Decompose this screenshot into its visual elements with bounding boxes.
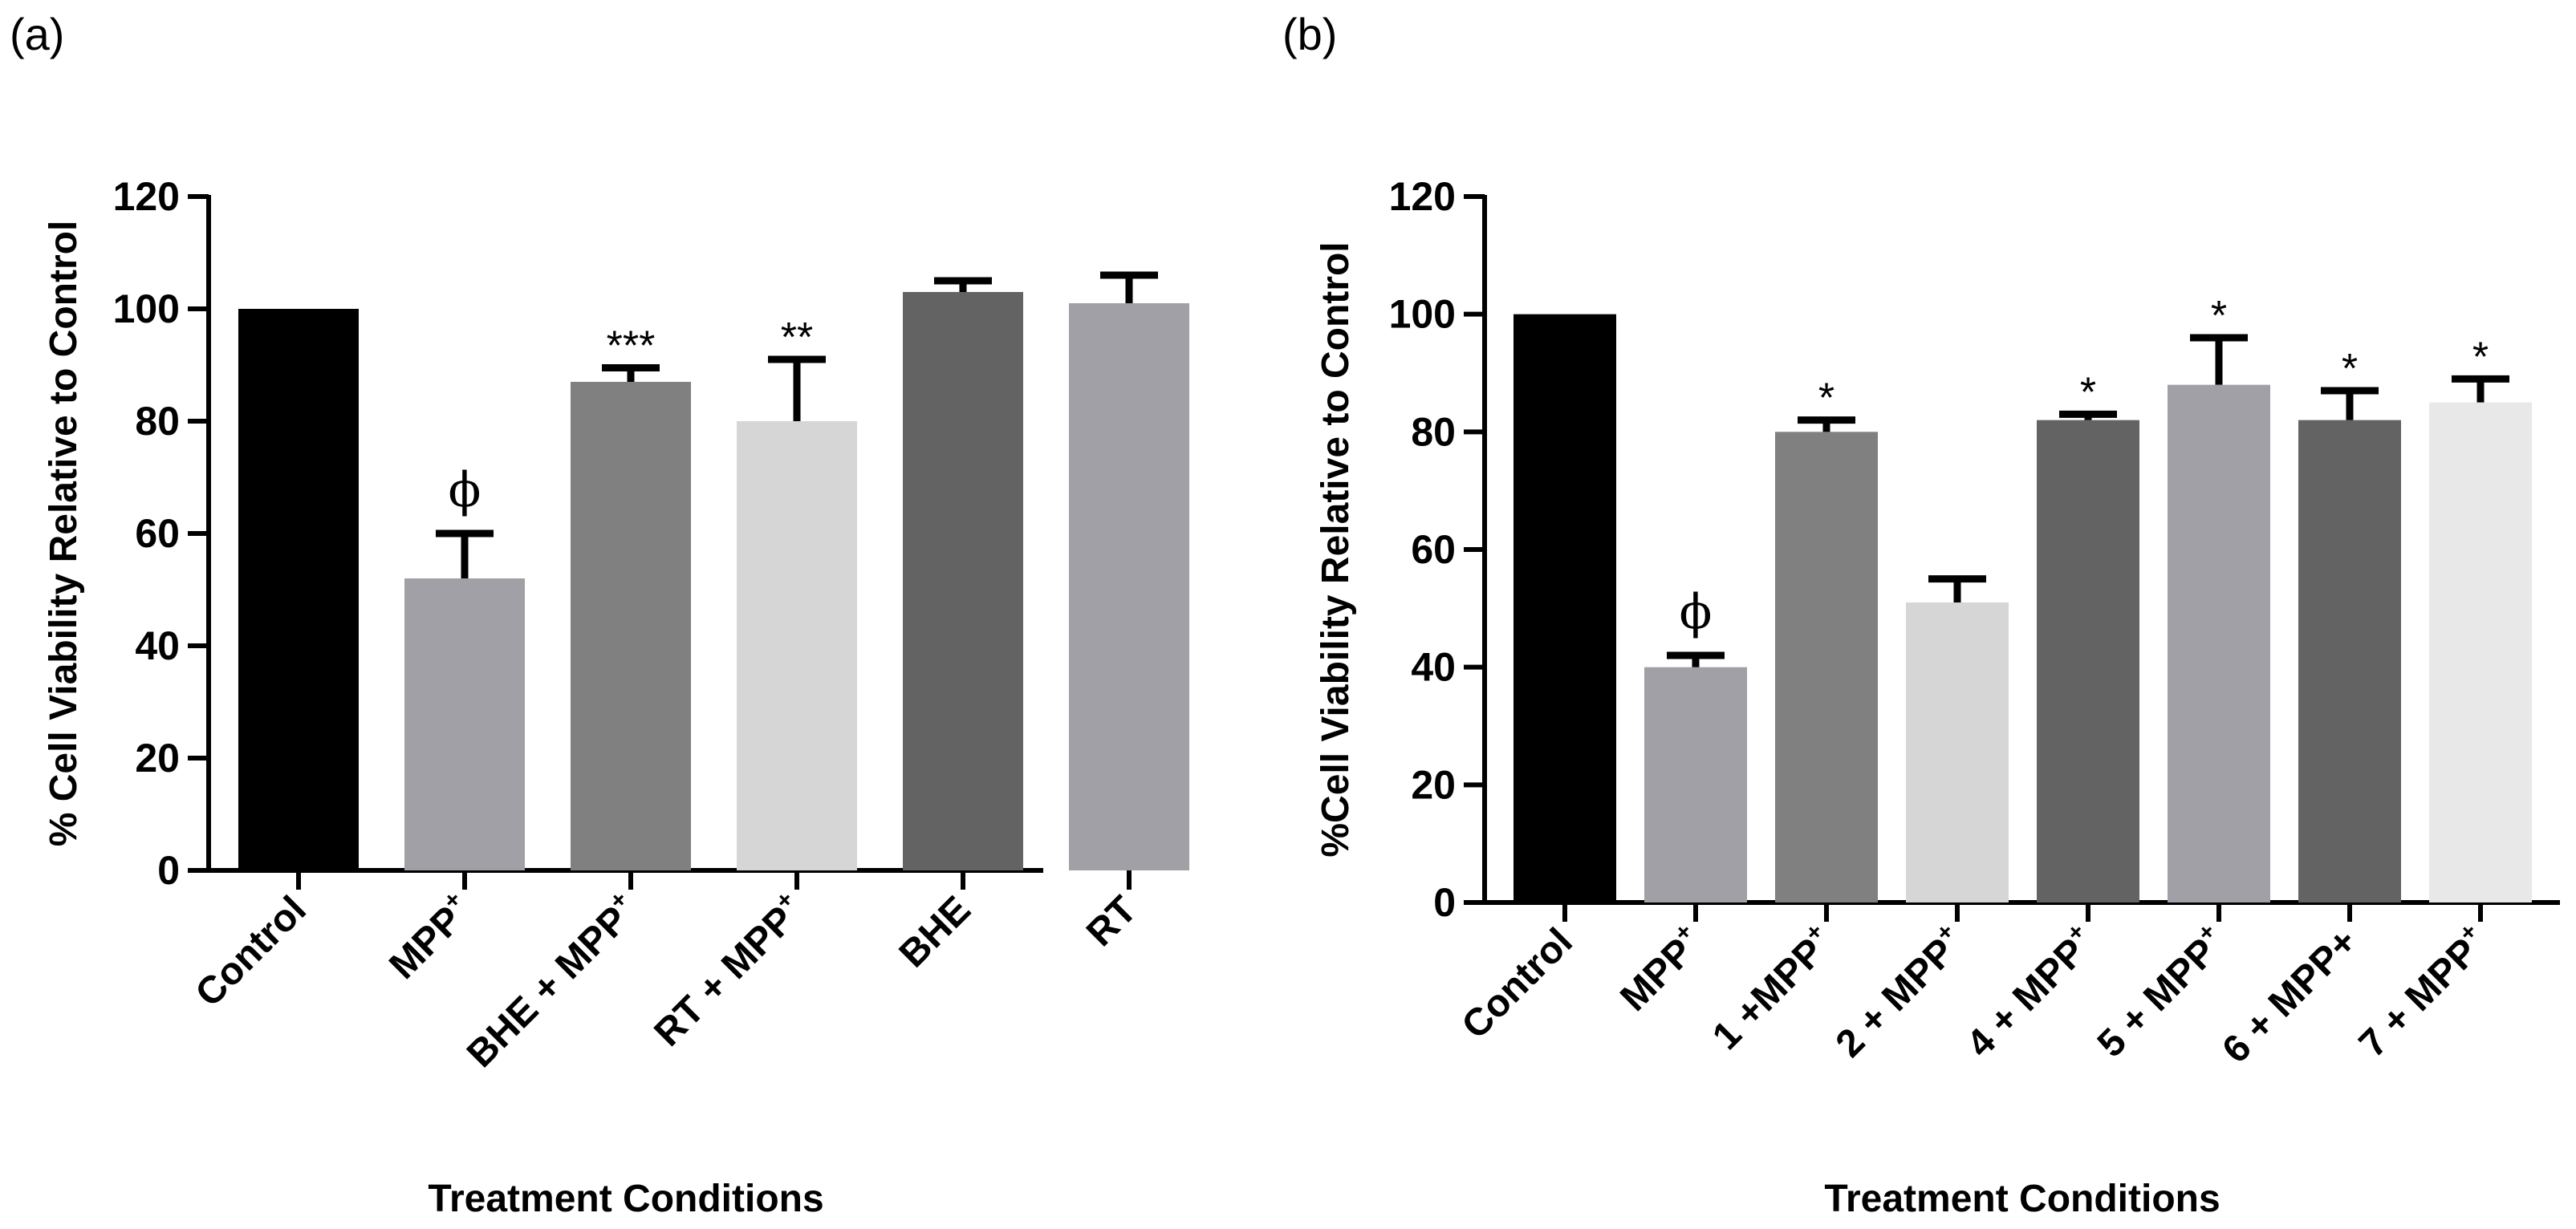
y-tick-label: 0 [157, 848, 180, 893]
x-tick-label: 5 + MPP+ [2087, 918, 2235, 1065]
x-tick-label-text: 5 + MPP [2090, 931, 2225, 1066]
x-axis-title: Treatment Conditions [428, 1178, 823, 1220]
x-tick-label-text: 1 +MPP [1704, 931, 1832, 1058]
x-tick-label: Control [188, 888, 315, 1015]
x-tick-label-text: BHE [892, 888, 979, 975]
bar [404, 578, 525, 870]
panel-a: (a) 0 20 40 60 80 100 120 % Cell Viability Relat… [10, 9, 1189, 1220]
bar [2429, 402, 2532, 903]
bar [571, 382, 691, 870]
x-tick-label: MPP+ [1611, 918, 1712, 1019]
x-tick-label: MPP+ [380, 886, 481, 987]
y-tick-label: 80 [1411, 409, 1456, 454]
bar [1069, 303, 1189, 870]
bar [2168, 384, 2270, 903]
y-axis-title: %Cell Viability Relative to Control [1314, 241, 1357, 857]
panel-label: (b) [1282, 9, 1337, 59]
bar [1906, 602, 2009, 902]
x-tick-label-text: 4 + MPP [1959, 931, 2095, 1066]
x-axis-title: Treatment Conditions [1824, 1178, 2220, 1220]
x-tick-label: BHE + MPP+ [457, 886, 647, 1076]
significance-annotation: * [2472, 334, 2489, 380]
x-tick-label: RT + MPP+ [644, 886, 813, 1054]
x-tick-label: 1 +MPP+ [1702, 918, 1842, 1057]
y-tick-label: 100 [1389, 292, 1456, 337]
x-tick-label: RT [1079, 888, 1145, 955]
significance-annotation: ** [781, 314, 813, 361]
x-tick-label-text: 2 + MPP [1828, 931, 1964, 1066]
bar [1644, 667, 1747, 902]
x-tick-label-text: RT + MPP [646, 898, 802, 1055]
y-tick-label: 60 [1411, 527, 1456, 572]
x-tick-label: 7 + MPP+ [2349, 918, 2497, 1065]
bar [238, 309, 359, 870]
y-tick-label: 120 [1389, 174, 1456, 219]
y-tick-label: 40 [1411, 645, 1456, 690]
x-tick-label-text: 6 + MPP+ [2214, 920, 2365, 1071]
y-tick-label: 20 [1411, 762, 1456, 807]
x-tick-label-text: Control [1454, 920, 1581, 1047]
bar [737, 421, 857, 870]
significance-annotation: ϕ [1680, 584, 1713, 640]
y-axis-title: % Cell Viability Relative to Control [43, 221, 85, 847]
y-tick-label: 120 [113, 174, 180, 219]
y-tick-label: 0 [1433, 880, 1456, 925]
y-tick-label: 20 [135, 736, 180, 781]
x-tick-label: 2 + MPP+ [1826, 918, 1973, 1065]
significance-annotation: * [2211, 293, 2227, 339]
significance-annotation: * [2080, 369, 2096, 416]
significance-annotation: * [1818, 375, 1834, 422]
bar [2298, 420, 2401, 902]
x-tick-label: 6 + MPP+ [2214, 920, 2365, 1071]
significance-annotation: * [2342, 346, 2358, 392]
x-tick-label-text: RT [1079, 888, 1145, 955]
x-tick-label-text: BHE + MPP [459, 898, 636, 1076]
y-tick-label: 60 [135, 511, 180, 556]
significance-annotation: *** [607, 323, 656, 370]
panel-label: (a) [10, 9, 64, 59]
x-tick-label-text: Control [188, 888, 315, 1015]
bar [2037, 420, 2139, 902]
x-tick-label: Control [1454, 920, 1581, 1047]
y-tick-label: 40 [135, 623, 180, 668]
bar [903, 292, 1023, 870]
significance-annotation: ϕ [449, 462, 481, 518]
y-tick-label: 80 [135, 399, 180, 444]
x-tick-label: BHE [892, 888, 979, 975]
y-tick-label: 100 [113, 286, 180, 331]
x-tick-label-text: 7 + MPP [2351, 931, 2487, 1066]
panel-b: (b) 0 20 40 60 80 100 120 %Cell Viability Relati… [1282, 9, 2560, 1220]
bar [1514, 314, 1616, 903]
bar [1775, 432, 1878, 902]
x-tick-label: 4 + MPP+ [1956, 918, 2104, 1065]
